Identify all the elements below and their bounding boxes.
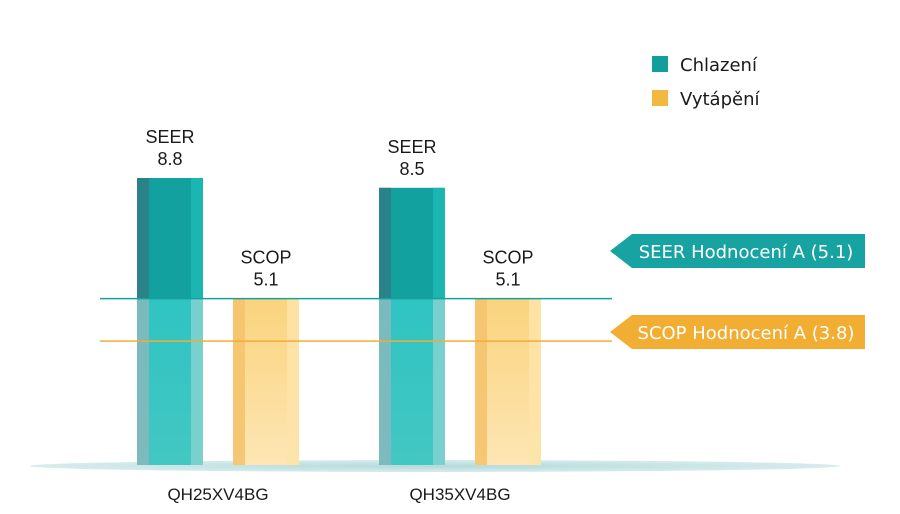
bar-metric-label: SEER: [387, 137, 436, 157]
ref-badge-seer: SEER Hodnocení A (5.1): [610, 234, 865, 268]
category-label: QH25XV4BG: [167, 485, 268, 504]
legend-swatch-vytapeni: [652, 90, 668, 106]
bar-seer-qh25xv4bg: [137, 178, 203, 465]
bar-metric-label: SEER: [145, 127, 194, 147]
bar-value-label: 8.5: [399, 159, 424, 179]
ref-label-seer: SEER Hodnocení A (5.1): [639, 242, 854, 263]
ref-label-scop: SCOP Hodnocení A (3.8): [638, 323, 855, 344]
legend-label-vytapeni: Vytápění: [680, 89, 760, 110]
bar-seer-qh35xv4bg: [379, 187, 445, 465]
legend: Chlazení Vytápění: [652, 55, 760, 110]
bar-metric-label: SCOP: [482, 248, 533, 268]
legend-swatch-chlazeni: [652, 56, 668, 72]
bar-scop-qh35xv4bg: [475, 298, 541, 465]
ref-badge-scop: SCOP Hodnocení A (3.8): [610, 315, 865, 349]
bar-scop-qh25xv4bg: [233, 298, 299, 465]
legend-label-chlazeni: Chlazení: [680, 55, 758, 76]
category-label: QH35XV4BG: [409, 485, 510, 504]
bar-metric-label: SCOP: [240, 248, 291, 268]
bar-value-label: 5.1: [253, 270, 278, 290]
floor-shadow: [30, 460, 840, 472]
bar-value-label: 8.8: [157, 149, 182, 169]
bar-value-label: 5.1: [495, 270, 520, 290]
